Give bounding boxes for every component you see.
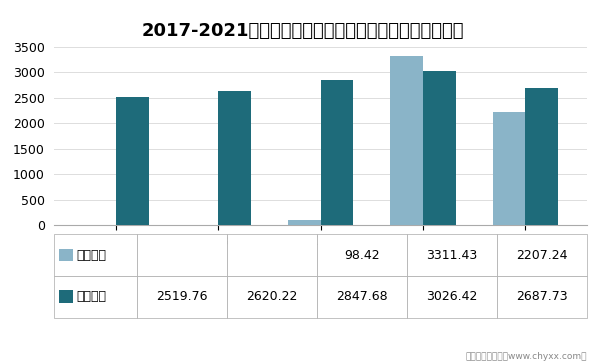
Bar bbox=[321, 80, 353, 225]
Bar bbox=[492, 113, 525, 225]
Text: 3311.43: 3311.43 bbox=[427, 249, 477, 261]
Text: 98.42: 98.42 bbox=[344, 249, 380, 261]
Bar bbox=[423, 71, 456, 225]
Text: 2519.76: 2519.76 bbox=[156, 290, 208, 303]
Bar bbox=[525, 88, 558, 225]
Bar bbox=[288, 220, 321, 225]
Text: 加加食品: 加加食品 bbox=[76, 290, 106, 303]
Text: 制图：智研咨询（www.chyxx.com）: 制图：智研咨询（www.chyxx.com） bbox=[465, 352, 587, 361]
Text: 莲花健康: 莲花健康 bbox=[76, 249, 106, 261]
Text: 2687.73: 2687.73 bbox=[516, 290, 567, 303]
Text: 3026.42: 3026.42 bbox=[426, 290, 477, 303]
Bar bbox=[390, 56, 423, 225]
Bar bbox=[116, 97, 149, 225]
Text: 2847.68: 2847.68 bbox=[336, 290, 388, 303]
Text: 2207.24: 2207.24 bbox=[516, 249, 567, 261]
Text: 2017-2021年莲花健康、加加食品研发投入情况（万元）: 2017-2021年莲花健康、加加食品研发投入情况（万元） bbox=[141, 22, 464, 40]
Text: 2620.22: 2620.22 bbox=[246, 290, 298, 303]
Bar bbox=[218, 91, 251, 225]
